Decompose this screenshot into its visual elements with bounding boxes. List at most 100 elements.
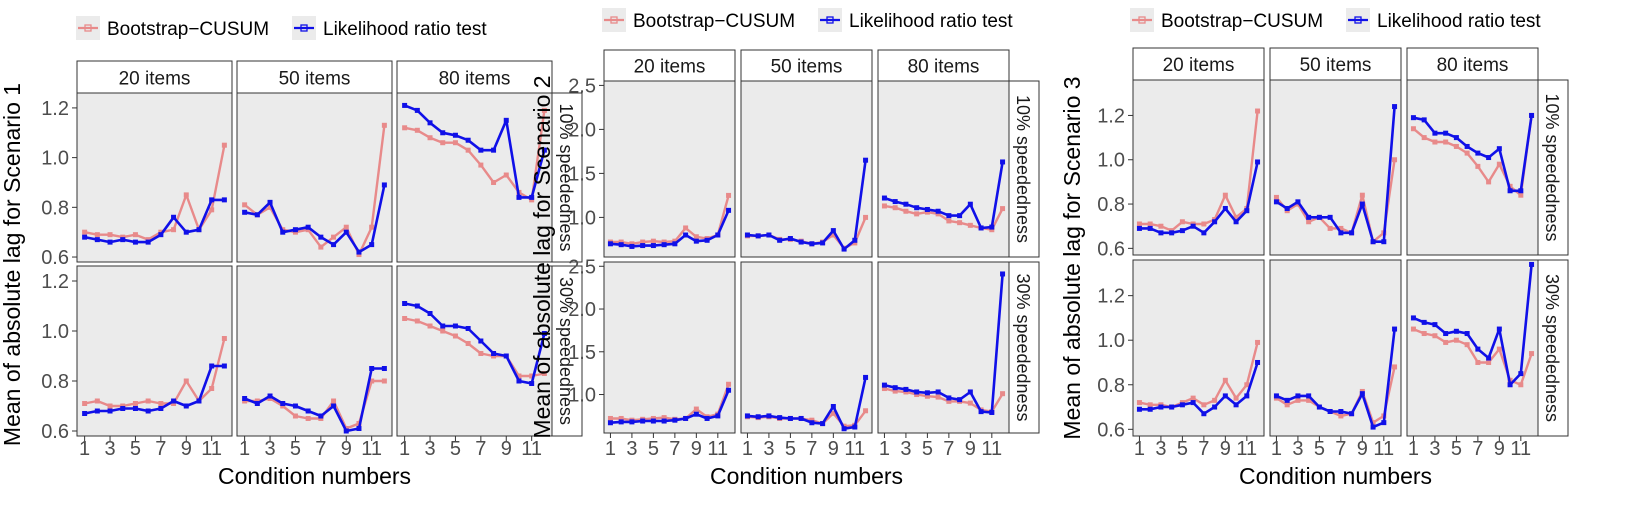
facet-strip-label: 20 items — [1163, 55, 1235, 76]
data-point-bootstrap — [881, 203, 887, 209]
data-point-lrt — [1244, 208, 1250, 214]
data-point-lrt — [369, 242, 375, 248]
legend-label-bootstrap: Bootstrap−CUSUM — [107, 19, 269, 40]
data-point-lrt — [672, 241, 678, 247]
data-point-bootstrap — [478, 162, 484, 168]
data-point-lrt — [693, 238, 699, 244]
panel-r1-c3 — [396, 92, 553, 263]
x-tick-label: 9 — [1357, 438, 1368, 460]
data-point-lrt — [1244, 393, 1250, 399]
data-point-lrt — [171, 214, 177, 220]
data-point-bootstrap — [1453, 337, 1459, 343]
x-tick-label: 3 — [424, 438, 435, 460]
data-point-lrt — [1338, 230, 1344, 236]
data-point-bootstrap — [369, 378, 375, 384]
data-point-lrt — [1453, 135, 1459, 141]
y-tick-label: 1.0 — [568, 207, 596, 229]
data-point-lrt — [1316, 214, 1322, 220]
data-point-lrt — [693, 411, 699, 417]
data-point-bootstrap — [94, 398, 100, 404]
data-point-lrt — [1136, 406, 1142, 412]
data-point-bootstrap — [158, 401, 164, 406]
data-point-lrt — [1136, 225, 1142, 231]
data-point-lrt — [1233, 402, 1239, 408]
data-point-lrt — [331, 242, 337, 248]
legend-label-lrt: Likelihood ratio test — [323, 19, 487, 40]
data-point-bootstrap — [1486, 179, 1492, 185]
data-point-bootstrap — [1295, 397, 1301, 403]
data-point-lrt — [267, 199, 273, 205]
data-point-lrt — [145, 239, 151, 245]
data-point-bootstrap — [693, 234, 699, 240]
panel-series — [1136, 108, 1261, 236]
y-tick-label: 1.2 — [1097, 286, 1125, 308]
data-point-lrt — [1421, 117, 1427, 123]
data-point-bootstrap — [946, 218, 952, 224]
facet-strip-row-label: 10% speededness — [1013, 95, 1033, 243]
data-point-lrt — [305, 408, 311, 414]
data-point-bootstrap — [465, 341, 471, 346]
panel-r2-c1: 1 3 5 7 9 11 — [1132, 259, 1265, 460]
chart-scenario-1: Bootstrap−CUSUM Likelihood ratio test Mean… — [0, 16, 583, 489]
panel-r2-c1: 1 3 5 7 9 11 — [76, 265, 233, 460]
data-point-lrt — [503, 353, 509, 359]
x-tick-label: 3 — [626, 438, 637, 460]
data-point-bootstrap — [478, 351, 484, 356]
data-point-lrt — [427, 311, 433, 316]
data-point-bootstrap — [1496, 346, 1502, 352]
data-point-bootstrap — [1147, 221, 1153, 227]
data-point-lrt — [356, 249, 362, 255]
data-point-lrt — [1518, 371, 1524, 377]
x-axis-title: Condition numbers — [1239, 463, 1432, 489]
data-point-lrt — [305, 224, 311, 230]
data-point-bootstrap — [132, 401, 138, 406]
data-point-lrt — [1222, 393, 1228, 399]
data-point-lrt — [809, 420, 815, 426]
x-tick-label: 11 — [1373, 438, 1394, 460]
y-tick-label: 1.0 — [568, 385, 596, 407]
legend: Bootstrap−CUSUM Likelihood ratio test — [76, 16, 487, 40]
legend-key-marker-lrt — [1354, 16, 1362, 24]
data-point-lrt — [503, 117, 509, 123]
panel-series — [881, 159, 1006, 233]
data-point-bootstrap — [209, 207, 215, 213]
panel-series — [1410, 261, 1535, 388]
data-point-bootstrap — [693, 406, 699, 412]
data-point-lrt — [183, 403, 189, 409]
data-point-bootstrap — [145, 398, 151, 404]
data-point-lrt — [661, 418, 667, 424]
data-point-bootstrap — [267, 204, 273, 210]
data-point-lrt — [541, 331, 547, 336]
y-tick-label: 0.8 — [41, 197, 69, 219]
data-point-lrt — [755, 233, 761, 239]
data-point-lrt — [280, 401, 286, 406]
x-tick-label: 9 — [1220, 438, 1231, 460]
panel-series — [82, 336, 227, 416]
data-point-lrt — [1486, 355, 1492, 361]
data-point-bootstrap — [1432, 333, 1438, 339]
data-point-bootstrap — [903, 389, 909, 395]
data-point-lrt — [196, 398, 202, 404]
data-point-lrt — [1410, 315, 1416, 321]
legend-label-bootstrap: Bootstrap−CUSUM — [633, 11, 795, 32]
data-point-lrt — [946, 395, 952, 401]
panel-background — [236, 265, 393, 437]
data-point-lrt — [820, 421, 826, 427]
data-point-bootstrap — [381, 122, 387, 128]
data-point-bootstrap — [1255, 108, 1261, 114]
data-point-bootstrap — [1222, 192, 1228, 198]
data-point-lrt — [1443, 331, 1449, 337]
data-point-lrt — [242, 396, 248, 401]
data-point-lrt — [683, 232, 689, 238]
data-point-lrt — [1158, 230, 1164, 236]
data-point-lrt — [629, 243, 635, 249]
data-point-bootstrap — [1453, 143, 1459, 149]
data-point-bootstrap — [726, 381, 732, 387]
data-point-bootstrap — [1464, 342, 1470, 348]
data-point-lrt — [414, 107, 420, 113]
data-point-lrt — [618, 242, 624, 248]
x-tick-label: 5 — [1314, 438, 1325, 460]
data-point-lrt — [777, 415, 783, 421]
data-point-lrt — [516, 194, 522, 200]
data-point-lrt — [903, 201, 909, 207]
